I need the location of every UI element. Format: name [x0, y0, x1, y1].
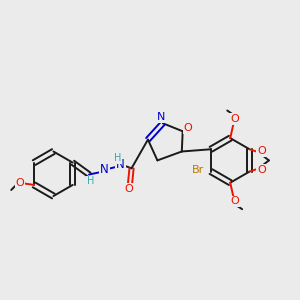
Text: N: N — [157, 112, 166, 122]
Text: Br: Br — [191, 165, 204, 175]
Text: O: O — [257, 165, 266, 175]
Text: N: N — [100, 163, 109, 176]
Text: O: O — [124, 184, 133, 194]
Text: O: O — [257, 146, 266, 156]
Text: O: O — [184, 123, 192, 133]
Text: O: O — [230, 114, 239, 124]
Text: H: H — [87, 176, 94, 186]
Text: N: N — [116, 158, 125, 171]
Text: O: O — [16, 178, 25, 188]
Text: H: H — [114, 153, 122, 163]
Text: O: O — [230, 196, 239, 206]
